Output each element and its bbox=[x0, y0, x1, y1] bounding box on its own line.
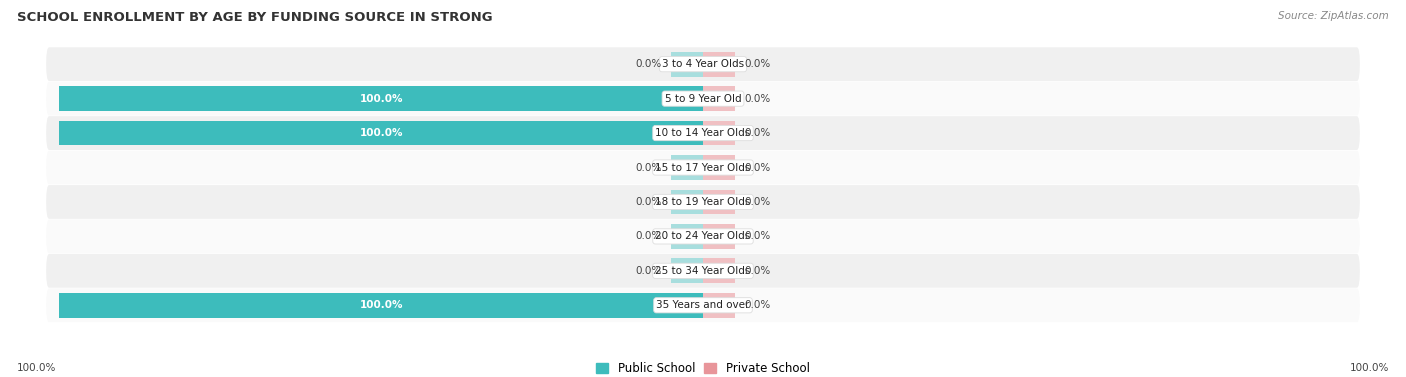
Text: 25 to 34 Year Olds: 25 to 34 Year Olds bbox=[655, 266, 751, 276]
Text: 0.0%: 0.0% bbox=[636, 197, 661, 207]
Text: 15 to 17 Year Olds: 15 to 17 Year Olds bbox=[655, 162, 751, 173]
FancyBboxPatch shape bbox=[46, 151, 1360, 184]
Text: SCHOOL ENROLLMENT BY AGE BY FUNDING SOURCE IN STRONG: SCHOOL ENROLLMENT BY AGE BY FUNDING SOUR… bbox=[17, 11, 492, 24]
Text: 3 to 4 Year Olds: 3 to 4 Year Olds bbox=[662, 59, 744, 69]
FancyBboxPatch shape bbox=[46, 185, 1360, 219]
Text: 0.0%: 0.0% bbox=[636, 162, 661, 173]
Bar bbox=[703, 259, 735, 283]
Text: 0.0%: 0.0% bbox=[636, 266, 661, 276]
Text: 100.0%: 100.0% bbox=[360, 300, 402, 310]
Text: 0.0%: 0.0% bbox=[745, 93, 770, 104]
Text: 5 to 9 Year Old: 5 to 9 Year Old bbox=[665, 93, 741, 104]
Text: 18 to 19 Year Olds: 18 to 19 Year Olds bbox=[655, 197, 751, 207]
Text: 35 Years and over: 35 Years and over bbox=[657, 300, 749, 310]
Text: 100.0%: 100.0% bbox=[17, 363, 56, 373]
Text: 0.0%: 0.0% bbox=[745, 197, 770, 207]
Bar bbox=[703, 52, 735, 77]
FancyBboxPatch shape bbox=[46, 47, 1360, 81]
Legend: Public School, Private School: Public School, Private School bbox=[592, 357, 814, 377]
Text: 100.0%: 100.0% bbox=[360, 93, 402, 104]
Text: 0.0%: 0.0% bbox=[745, 59, 770, 69]
Text: 0.0%: 0.0% bbox=[745, 128, 770, 138]
Bar bbox=[703, 190, 735, 215]
Text: 100.0%: 100.0% bbox=[360, 128, 402, 138]
Text: 0.0%: 0.0% bbox=[636, 59, 661, 69]
Text: 0.0%: 0.0% bbox=[745, 162, 770, 173]
Bar bbox=[671, 190, 703, 215]
Text: Source: ZipAtlas.com: Source: ZipAtlas.com bbox=[1278, 11, 1389, 21]
Bar bbox=[703, 86, 735, 111]
FancyBboxPatch shape bbox=[46, 82, 1360, 115]
Text: 20 to 24 Year Olds: 20 to 24 Year Olds bbox=[655, 231, 751, 241]
Bar bbox=[59, 121, 703, 146]
Text: 100.0%: 100.0% bbox=[1350, 363, 1389, 373]
FancyBboxPatch shape bbox=[46, 219, 1360, 253]
Bar bbox=[703, 121, 735, 146]
Bar bbox=[703, 155, 735, 180]
Bar bbox=[703, 293, 735, 318]
Bar bbox=[671, 224, 703, 249]
FancyBboxPatch shape bbox=[46, 288, 1360, 322]
FancyBboxPatch shape bbox=[46, 254, 1360, 288]
Bar bbox=[703, 224, 735, 249]
Text: 0.0%: 0.0% bbox=[745, 231, 770, 241]
Bar bbox=[59, 293, 703, 318]
Bar bbox=[671, 155, 703, 180]
Text: 10 to 14 Year Olds: 10 to 14 Year Olds bbox=[655, 128, 751, 138]
Text: 0.0%: 0.0% bbox=[745, 300, 770, 310]
Text: 0.0%: 0.0% bbox=[745, 266, 770, 276]
Text: 0.0%: 0.0% bbox=[636, 231, 661, 241]
Bar bbox=[671, 52, 703, 77]
Bar bbox=[59, 86, 703, 111]
Bar bbox=[671, 259, 703, 283]
FancyBboxPatch shape bbox=[46, 116, 1360, 150]
